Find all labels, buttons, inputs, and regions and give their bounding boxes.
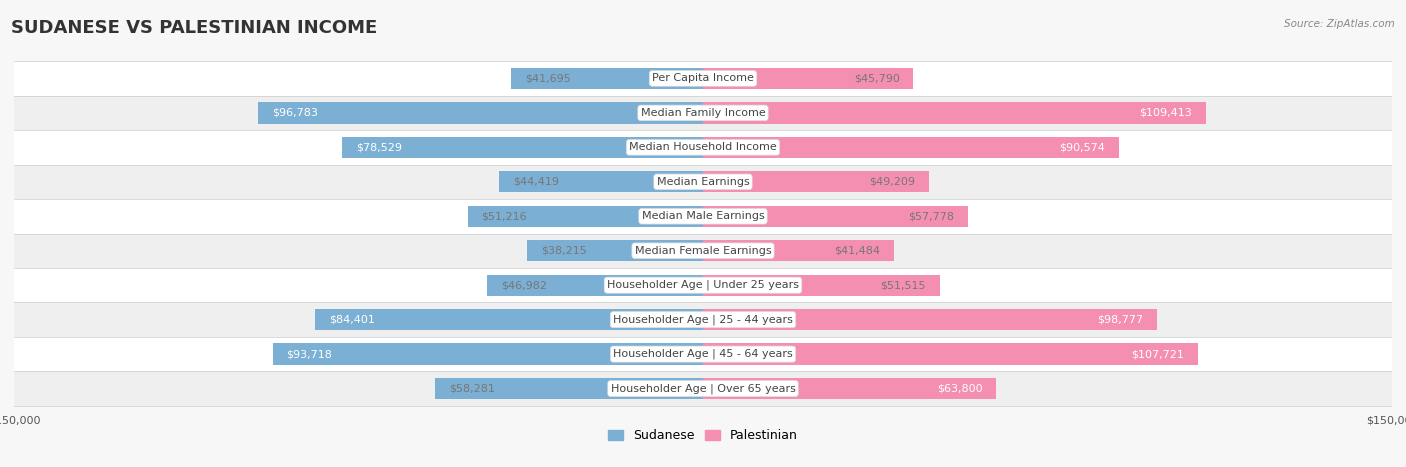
Text: $57,778: $57,778: [908, 211, 955, 221]
Bar: [14, 371, 1392, 406]
Bar: [703, 171, 929, 192]
Bar: [499, 171, 703, 192]
Text: $63,800: $63,800: [936, 383, 983, 394]
Text: $44,419: $44,419: [513, 177, 558, 187]
Text: $109,413: $109,413: [1139, 108, 1192, 118]
Text: $90,574: $90,574: [1059, 142, 1105, 152]
Legend: Sudanese, Palestinian: Sudanese, Palestinian: [603, 425, 803, 447]
Text: $41,695: $41,695: [526, 73, 571, 84]
Text: $51,216: $51,216: [481, 211, 527, 221]
Text: $96,783: $96,783: [273, 108, 318, 118]
Bar: [703, 240, 894, 262]
Bar: [488, 275, 703, 296]
Text: Median Family Income: Median Family Income: [641, 108, 765, 118]
Text: Median Earnings: Median Earnings: [657, 177, 749, 187]
Bar: [14, 303, 1392, 337]
Bar: [14, 164, 1392, 199]
Bar: [703, 309, 1157, 330]
Bar: [259, 102, 703, 124]
Text: $58,281: $58,281: [449, 383, 495, 394]
Text: Per Capita Income: Per Capita Income: [652, 73, 754, 84]
Text: Median Household Income: Median Household Income: [628, 142, 778, 152]
Bar: [14, 199, 1392, 234]
Bar: [14, 96, 1392, 130]
Bar: [273, 343, 703, 365]
Bar: [512, 68, 703, 89]
Text: $41,484: $41,484: [834, 246, 880, 256]
Text: $93,718: $93,718: [287, 349, 332, 359]
Text: Source: ZipAtlas.com: Source: ZipAtlas.com: [1284, 19, 1395, 28]
Text: $45,790: $45,790: [853, 73, 900, 84]
Text: $51,515: $51,515: [880, 280, 925, 290]
Bar: [703, 102, 1205, 124]
Text: $107,721: $107,721: [1130, 349, 1184, 359]
Text: $78,529: $78,529: [356, 142, 402, 152]
Text: $38,215: $38,215: [541, 246, 588, 256]
Bar: [315, 309, 703, 330]
Text: Householder Age | 45 - 64 years: Householder Age | 45 - 64 years: [613, 349, 793, 359]
Bar: [436, 378, 703, 399]
Text: SUDANESE VS PALESTINIAN INCOME: SUDANESE VS PALESTINIAN INCOME: [11, 19, 377, 37]
Text: Householder Age | Over 65 years: Householder Age | Over 65 years: [610, 383, 796, 394]
Bar: [703, 68, 914, 89]
Bar: [14, 268, 1392, 303]
Bar: [14, 234, 1392, 268]
Text: $98,777: $98,777: [1097, 315, 1143, 325]
Bar: [703, 378, 995, 399]
Bar: [14, 61, 1392, 96]
Text: Median Male Earnings: Median Male Earnings: [641, 211, 765, 221]
Bar: [14, 337, 1392, 371]
Bar: [468, 205, 703, 227]
Bar: [703, 343, 1198, 365]
Text: $49,209: $49,209: [869, 177, 915, 187]
Text: Householder Age | Under 25 years: Householder Age | Under 25 years: [607, 280, 799, 290]
Bar: [14, 130, 1392, 164]
Bar: [342, 137, 703, 158]
Text: Median Female Earnings: Median Female Earnings: [634, 246, 772, 256]
Bar: [527, 240, 703, 262]
Text: $46,982: $46,982: [501, 280, 547, 290]
Text: $84,401: $84,401: [329, 315, 375, 325]
Bar: [703, 137, 1119, 158]
Bar: [703, 205, 969, 227]
Text: Householder Age | 25 - 44 years: Householder Age | 25 - 44 years: [613, 314, 793, 325]
Bar: [703, 275, 939, 296]
